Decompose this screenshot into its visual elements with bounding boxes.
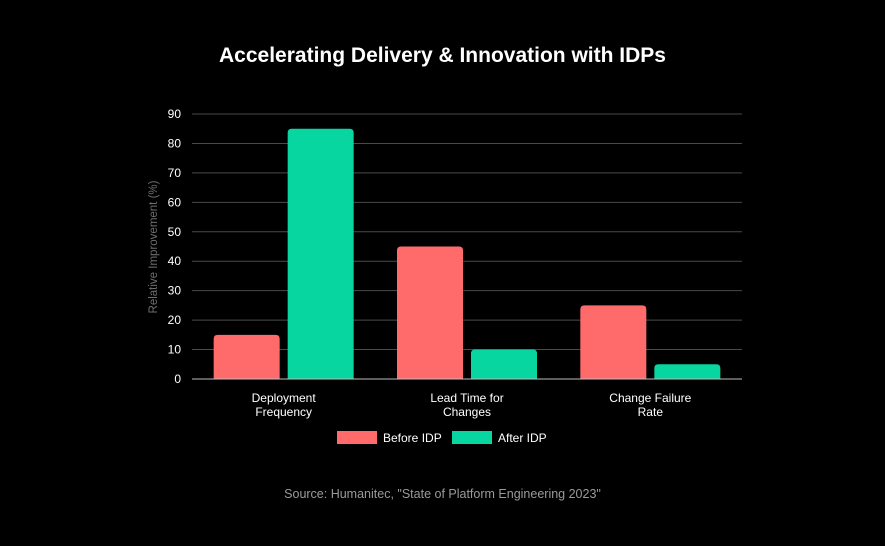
y-axis-label: Relative Improvement (%) [148,180,160,313]
bar-before-idp [397,246,463,379]
x-category-label: Change Failure Rate [609,391,691,419]
x-category-label: Lead Time for Changes [430,391,503,419]
y-tick-label: 70 [168,166,182,180]
legend-item-before-idp[interactable]: Before IDP [337,431,442,445]
x-category-label: Deployment Frequency [252,391,317,419]
bars [213,128,721,379]
legend-label: Before IDP [383,431,442,445]
y-tick-label: 0 [174,372,181,386]
bar-after-idp [471,349,537,379]
bar-before-idp [580,305,647,379]
y-axis-ticks: 0 10 20 30 40 50 60 70 80 90 [168,107,182,386]
y-tick-label: 40 [168,254,182,268]
y-tick-label: 80 [168,136,182,150]
bar-after-idp [654,364,721,379]
legend[interactable]: Before IDP After IDP [337,431,547,445]
chart-title: Accelerating Delivery & Innovation with … [219,44,666,67]
source-note: Source: Humanitec, "State of Platform En… [284,487,601,501]
legend-swatch [337,431,377,444]
y-tick-label: 60 [168,195,182,209]
y-tick-label: 30 [168,284,182,298]
y-tick-label: 10 [168,343,182,357]
bar-after-idp [287,128,354,379]
bar-before-idp [213,334,280,379]
y-tick-label: 50 [168,225,182,239]
legend-item-after-idp[interactable]: After IDP [452,431,547,445]
y-tick-label: 20 [168,313,182,327]
legend-label: After IDP [498,431,547,445]
x-axis-categories: Deployment Frequency Lead Time for Changes C… [252,391,692,419]
gridlines [192,113,742,351]
legend-swatch [452,431,492,444]
y-tick-label: 90 [168,107,182,121]
